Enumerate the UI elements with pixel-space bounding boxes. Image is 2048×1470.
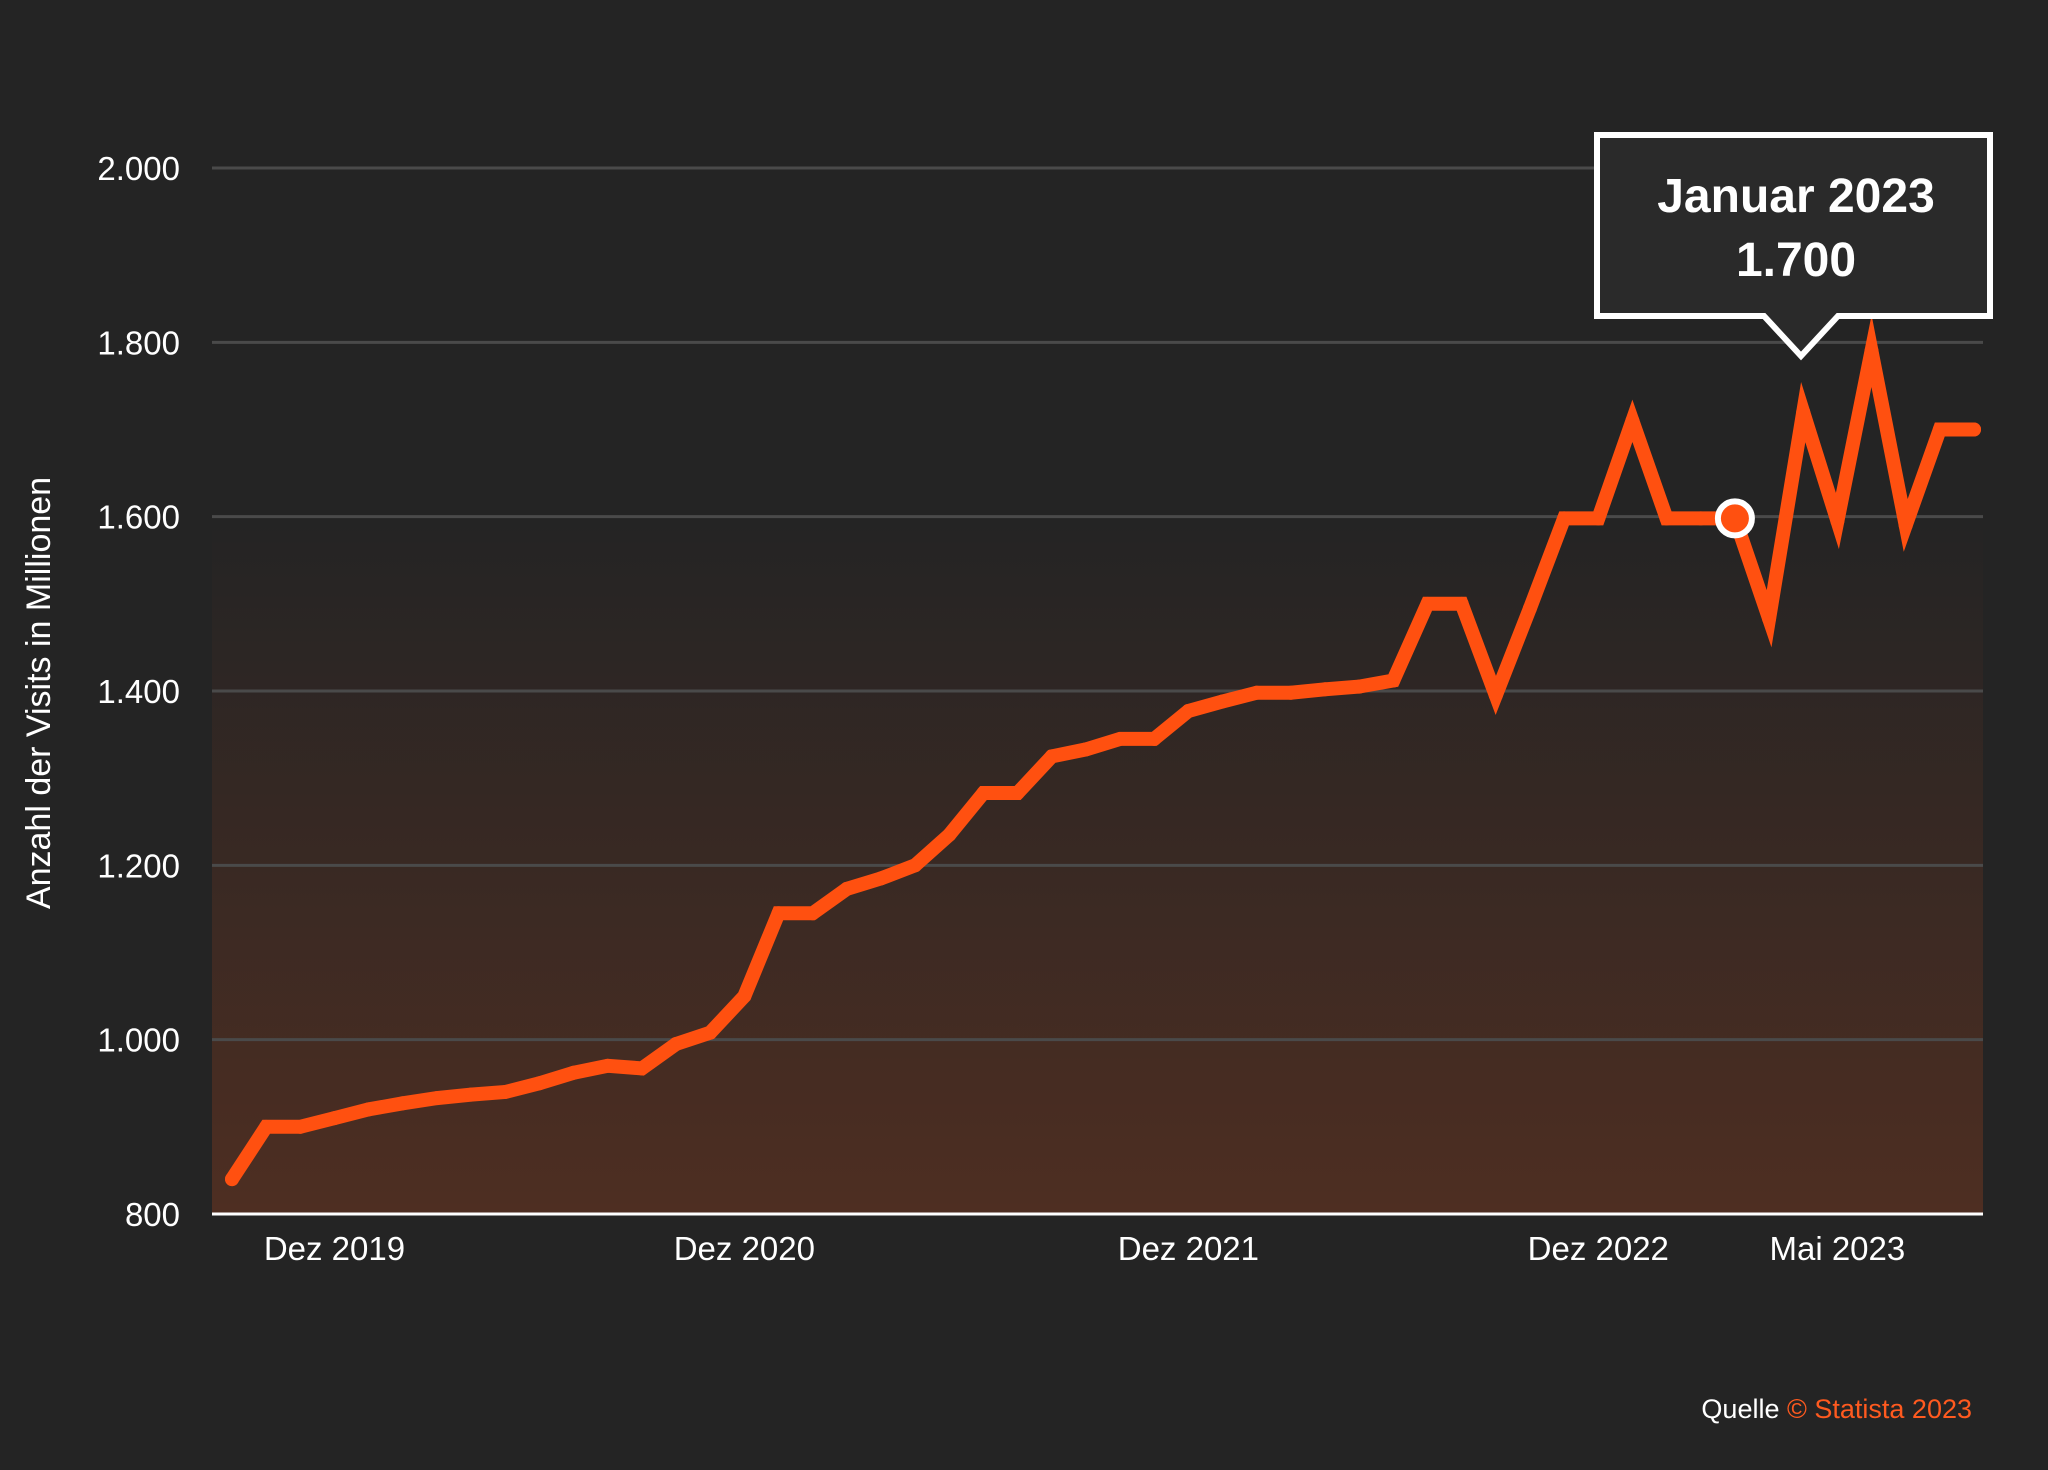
data-point — [634, 1061, 649, 1076]
tooltip-value: 1.700 — [1736, 234, 1856, 287]
data-point — [1181, 704, 1196, 719]
data-point — [703, 1025, 718, 1040]
data-point — [361, 1102, 376, 1117]
data-point — [1283, 685, 1298, 700]
data-point — [566, 1065, 581, 1080]
data-point — [1044, 749, 1059, 764]
data-point — [669, 1037, 684, 1052]
x-tick-label: Dez 2020 — [674, 1230, 815, 1267]
x-tick-label: Mai 2023 — [1769, 1230, 1905, 1267]
source-prefix: Quelle — [1701, 1394, 1780, 1424]
source-note: Quelle © Statista 2023 — [1701, 1394, 1972, 1425]
y-tick-label: 1.400 — [97, 673, 180, 710]
data-point — [1318, 682, 1333, 697]
highlight-marker — [1714, 498, 1755, 539]
data-point — [1147, 731, 1162, 746]
data-point — [225, 1172, 239, 1187]
data-point — [1762, 611, 1777, 626]
x-tick-label: Dez 2021 — [1118, 1230, 1259, 1267]
source-brand: © Statista 2023 — [1786, 1394, 1972, 1424]
plot-background — [212, 520, 1983, 1214]
y-gridlines — [212, 166, 1983, 1042]
y-tick-label: 2.000 — [97, 150, 180, 187]
data-point — [976, 785, 991, 800]
y-tick-label: 800 — [125, 1196, 180, 1233]
data-point — [1659, 511, 1674, 526]
data-point — [259, 1119, 274, 1134]
data-point — [1215, 694, 1230, 709]
series-points — [225, 344, 1981, 1187]
data-point — [327, 1111, 342, 1126]
data-point — [839, 881, 854, 896]
y-tick-label: 1.000 — [97, 1022, 180, 1059]
data-point — [1557, 511, 1572, 526]
data-point — [1898, 518, 1913, 533]
tooltip-box — [1594, 132, 1993, 361]
data-point — [1113, 731, 1128, 746]
data-point — [1010, 785, 1025, 800]
data-point — [395, 1096, 410, 1111]
data-point — [942, 827, 957, 842]
y-axis-tick-labels: 800 1.000 1.200 1.400 1.600 1.800 2.000 — [97, 150, 180, 1233]
data-point — [908, 858, 923, 873]
data-point — [1386, 673, 1401, 688]
data-point — [532, 1076, 547, 1091]
data-point — [1796, 405, 1811, 420]
data-point — [873, 871, 888, 886]
data-point — [1693, 511, 1708, 526]
x-tick-label: Dez 2019 — [264, 1230, 405, 1267]
data-point — [1522, 601, 1537, 616]
data-point — [498, 1084, 513, 1099]
data-point — [1420, 596, 1435, 611]
y-tick-label: 1.800 — [97, 324, 180, 361]
data-point — [464, 1087, 479, 1102]
data-point — [1864, 344, 1879, 359]
y-tick-label: 1.600 — [97, 499, 180, 536]
data-point — [1078, 742, 1093, 757]
data-point — [1830, 514, 1845, 529]
data-point — [293, 1119, 308, 1134]
data-point — [1967, 422, 1981, 437]
data-point — [1352, 679, 1367, 694]
data-point — [429, 1091, 444, 1106]
x-axis-tick-labels: Dez 2019 Dez 2020 Dez 2021 Dez 2022 Mai 2023 — [264, 1230, 1905, 1267]
data-point — [600, 1058, 615, 1073]
y-axis-title: Anzahl der Visits in Millionen — [20, 477, 58, 909]
data-point — [1591, 511, 1606, 526]
data-point — [1932, 422, 1947, 437]
data-point — [1488, 688, 1503, 703]
tooltip: Januar 2023 1.700 — [1594, 132, 1993, 361]
data-point — [1249, 685, 1264, 700]
series-line-visits — [225, 315, 1981, 1187]
x-tick-label: Dez 2022 — [1528, 1230, 1669, 1267]
tooltip-month: Januar 2023 — [1657, 170, 1935, 223]
y-tick-label: 1.200 — [97, 847, 180, 884]
data-point — [771, 906, 786, 921]
data-point — [1625, 413, 1640, 428]
data-point — [1454, 596, 1469, 611]
data-point — [737, 989, 752, 1004]
data-point — [805, 906, 820, 921]
